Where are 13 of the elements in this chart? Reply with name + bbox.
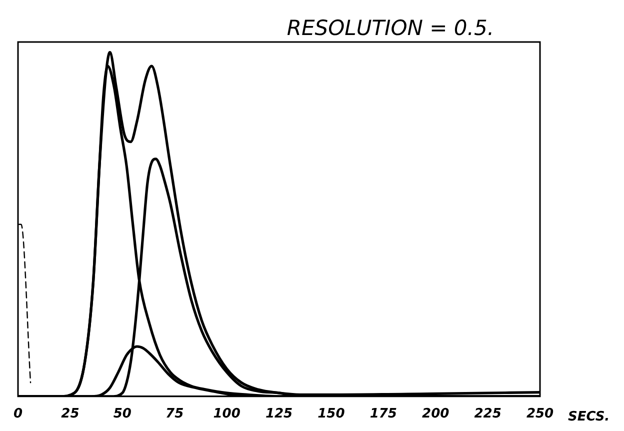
x-tick-label: 50: [113, 406, 132, 422]
x-tick-label: 250: [526, 406, 554, 422]
x-axis-title: SECS.: [568, 409, 610, 424]
chart-title: RESOLUTION = 0.5.: [286, 16, 494, 40]
x-tick-label: 200: [422, 406, 450, 422]
x-tick-label: 0: [13, 406, 23, 422]
x-tick-label: 150: [318, 406, 345, 422]
x-tick-label: 100: [213, 406, 240, 422]
x-tick-label: 175: [370, 406, 397, 422]
x-tick-label: 125: [265, 406, 293, 422]
x-tick-label: 75: [166, 406, 184, 422]
x-tick-label: 225: [474, 406, 502, 422]
x-tick-label: 25: [61, 406, 80, 422]
